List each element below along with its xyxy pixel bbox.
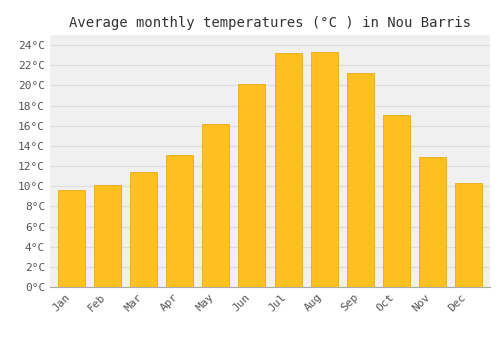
Bar — [166, 155, 194, 287]
Bar — [202, 124, 230, 287]
Bar — [310, 52, 338, 287]
Bar — [455, 183, 482, 287]
Bar — [58, 190, 85, 287]
Bar — [382, 115, 410, 287]
Bar — [94, 185, 121, 287]
Bar — [238, 84, 266, 287]
Bar — [419, 157, 446, 287]
Title: Average monthly temperatures (°C ) in Nou Barris: Average monthly temperatures (°C ) in No… — [69, 16, 471, 30]
Bar — [346, 73, 374, 287]
Bar — [130, 172, 158, 287]
Bar — [274, 53, 301, 287]
